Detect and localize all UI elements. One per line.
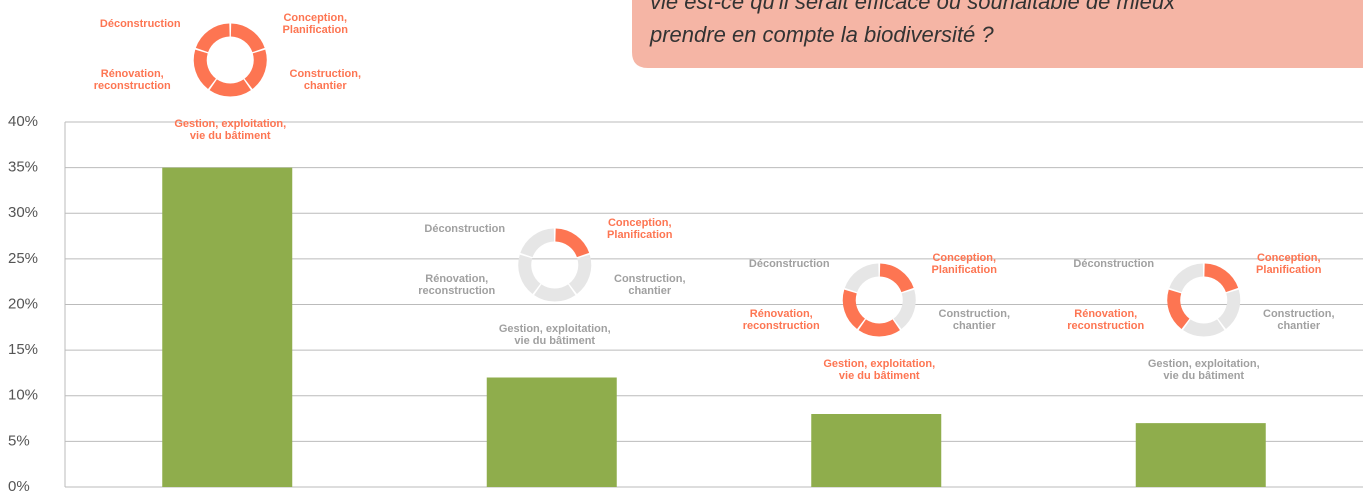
- bar: [486, 377, 617, 487]
- donut-segment: [195, 23, 231, 53]
- phase-label: Construction,: [614, 273, 686, 285]
- y-tick-label: 15%: [8, 341, 38, 358]
- phase-label: Construction,: [939, 308, 1011, 320]
- bar: [162, 167, 293, 487]
- phase-label: chantier: [1277, 320, 1321, 332]
- phase-label: chantier: [953, 320, 997, 332]
- y-tick-label: 5%: [8, 432, 30, 449]
- phase-label: Construction,: [290, 68, 362, 80]
- y-tick-label: 25%: [8, 250, 38, 267]
- question-line: prendre en compte la biodiversité ?: [649, 22, 994, 47]
- phase-label: Déconstruction: [424, 223, 505, 235]
- donut-segment: [520, 228, 555, 258]
- donut-segment: [518, 254, 541, 294]
- donut-segment: [568, 254, 592, 294]
- phase-label: Planification: [283, 24, 349, 36]
- phase-label: Conception,: [283, 12, 347, 24]
- phase-label: Conception,: [608, 217, 672, 229]
- donut-segment: [230, 23, 265, 53]
- donut-segment: [193, 49, 217, 89]
- phase-label: Déconstruction: [749, 258, 830, 270]
- phase-label: Gestion, exploitation,: [823, 358, 935, 370]
- phase-label: chantier: [304, 80, 348, 92]
- donut-segment: [1167, 289, 1190, 329]
- donut-segment: [1183, 319, 1225, 337]
- question-line: vie est-ce qu'il serait efficace ou souh…: [650, 0, 1176, 14]
- phase-label: chantier: [628, 285, 672, 297]
- phase-label: Planification: [607, 229, 673, 241]
- donut-segment: [1217, 289, 1241, 329]
- phase-label: Gestion, exploitation,: [1148, 358, 1260, 370]
- donut-segment: [244, 49, 267, 89]
- phase-label: reconstruction: [1067, 320, 1144, 332]
- bar: [1135, 423, 1266, 487]
- phase-label: reconstruction: [743, 320, 820, 332]
- donut-segment: [554, 228, 590, 258]
- y-tick-label: 0%: [8, 478, 30, 495]
- phase-label: Conception,: [932, 252, 996, 264]
- phase-label: Déconstruction: [1073, 258, 1154, 270]
- donut-segment: [209, 79, 251, 97]
- phase-label: Rénovation,: [425, 273, 488, 285]
- phase-label: Rénovation,: [101, 68, 164, 80]
- y-tick-label: 40%: [8, 113, 38, 130]
- phase-label: Planification: [932, 264, 998, 276]
- donut-segment: [858, 319, 900, 337]
- phase-label: reconstruction: [418, 285, 495, 297]
- phase-label: vie du bâtiment: [839, 370, 920, 382]
- y-tick-label: 10%: [8, 387, 38, 404]
- bar: [811, 414, 942, 487]
- phase-label: Construction,: [1263, 308, 1335, 320]
- phase-label: Gestion, exploitation,: [174, 118, 286, 130]
- phase-label: Rénovation,: [750, 308, 813, 320]
- donut-segment: [1203, 263, 1239, 293]
- y-tick-label: 35%: [8, 159, 38, 176]
- phase-label: vie du bâtiment: [514, 335, 595, 347]
- phase-label: vie du bâtiment: [190, 130, 271, 142]
- phase-label: Déconstruction: [100, 18, 181, 30]
- phase-label: reconstruction: [94, 80, 171, 92]
- donut-segment: [844, 263, 880, 293]
- y-tick-label: 20%: [8, 295, 38, 312]
- y-tick-label: 30%: [8, 204, 38, 221]
- phase-label: vie du bâtiment: [1163, 370, 1244, 382]
- donut-segment: [893, 289, 916, 329]
- donut-segment: [534, 284, 576, 302]
- phase-label: Conception,: [1257, 252, 1321, 264]
- donut-segment: [1169, 263, 1204, 293]
- donut-segment: [842, 289, 866, 329]
- donut-segment: [879, 263, 914, 293]
- phase-label: Planification: [1256, 264, 1322, 276]
- question-box: [632, 0, 1363, 68]
- phase-label: Rénovation,: [1074, 308, 1137, 320]
- phase-label: Gestion, exploitation,: [499, 323, 611, 335]
